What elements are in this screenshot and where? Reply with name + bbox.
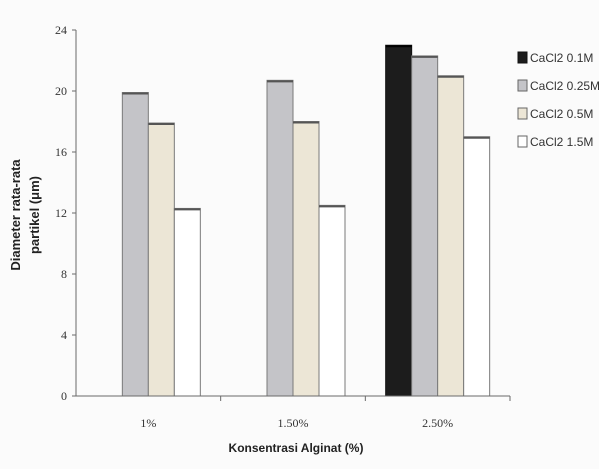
legend-label-3: CaCl2 0.5M bbox=[530, 107, 593, 121]
y-tick-label: 12 bbox=[55, 206, 67, 220]
x-tick-label: 1.50% bbox=[278, 416, 309, 430]
legend-label-2: CaCl2 0.25M bbox=[530, 79, 599, 93]
y-tick-label: 16 bbox=[55, 145, 67, 159]
y-tick-label: 8 bbox=[61, 267, 67, 281]
x-tick-label: 2.50% bbox=[422, 416, 453, 430]
x-axis-label: Konsentrasi Alginat (%) bbox=[229, 441, 364, 455]
bar-2-2 bbox=[266, 79, 294, 397]
legend-swatch-2 bbox=[517, 79, 528, 92]
y-tick-label: 0 bbox=[61, 389, 67, 403]
legend-swatch-3 bbox=[517, 107, 528, 120]
y-axis-label-line-1: Diameter rata-rata bbox=[8, 159, 23, 271]
bar-1-3 bbox=[385, 44, 413, 397]
legend-swatch-4 bbox=[517, 135, 528, 148]
legend-swatch-1 bbox=[517, 51, 528, 64]
legend-label-1: CaCl2 0.1M bbox=[530, 51, 593, 65]
bar-3-2 bbox=[292, 121, 320, 397]
bar-3-1 bbox=[147, 122, 175, 397]
bar-2-3 bbox=[411, 55, 439, 397]
bar-4-3 bbox=[463, 136, 491, 397]
y-tick-label: 4 bbox=[61, 328, 67, 342]
x-tick-label: 1% bbox=[140, 416, 156, 430]
y-tick-label: 24 bbox=[55, 23, 67, 37]
bar-3-3 bbox=[437, 75, 465, 397]
y-axis-label-line-2: partikel (μm) bbox=[27, 176, 42, 254]
legend: CaCl2 0.1M CaCl2 0.25M CaCl2 0.5M CaCl2 1.5… bbox=[517, 51, 599, 149]
bars-layer bbox=[121, 44, 491, 397]
y-axis-label: Diameter rata-rata partikel (μm) bbox=[8, 159, 42, 271]
bar-4-2 bbox=[318, 204, 346, 397]
y-ticks-layer: 0 4 8 12 16 20 24 bbox=[55, 23, 76, 403]
x-ticks-layer: 1% 1.50% 2.50% bbox=[140, 396, 511, 430]
bar-4-1 bbox=[173, 207, 201, 397]
bar-2-1 bbox=[121, 92, 149, 397]
y-tick-label: 20 bbox=[55, 84, 67, 98]
legend-label-4: CaCl2 1.5M bbox=[530, 135, 593, 149]
